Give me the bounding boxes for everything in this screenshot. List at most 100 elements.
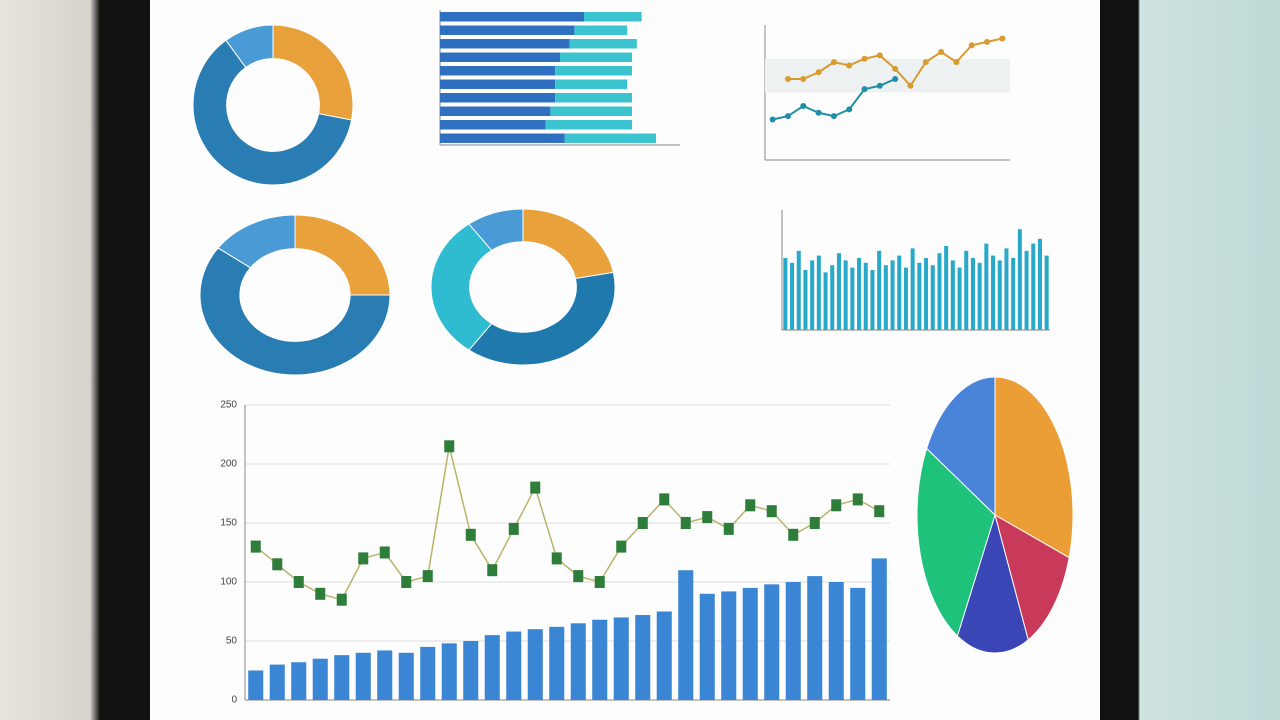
bar <box>803 270 808 330</box>
bar-segment <box>564 133 656 143</box>
slice <box>468 271 616 366</box>
bar <box>991 255 996 330</box>
point <box>830 113 837 120</box>
slice <box>916 447 996 637</box>
slice <box>294 214 391 296</box>
bar <box>877 250 882 330</box>
point <box>876 82 883 89</box>
bar <box>678 570 694 700</box>
bar <box>721 591 737 700</box>
bar <box>1044 255 1049 330</box>
marker <box>508 522 519 535</box>
point <box>984 38 991 45</box>
bar-segment <box>545 120 632 130</box>
bar-segment <box>440 120 546 130</box>
point <box>815 109 822 116</box>
slice <box>217 214 296 269</box>
bar-segment <box>555 66 632 76</box>
bar-segment <box>440 52 560 62</box>
bar-segment <box>440 12 584 22</box>
bar <box>937 253 942 330</box>
bar <box>790 262 795 330</box>
bar <box>930 265 935 330</box>
point <box>784 113 791 120</box>
bar-segment <box>555 79 628 89</box>
bar <box>944 246 949 330</box>
bar <box>355 652 371 700</box>
bar <box>823 272 828 330</box>
bar <box>796 250 801 330</box>
bar <box>850 267 855 330</box>
marker <box>444 440 455 453</box>
marker <box>831 499 842 512</box>
bar <box>903 267 908 330</box>
bar <box>291 662 307 700</box>
point <box>769 116 776 123</box>
marker <box>272 558 283 571</box>
bar-segment <box>440 106 551 116</box>
bar <box>890 260 895 330</box>
bar <box>1031 243 1036 330</box>
point <box>968 42 975 49</box>
marker <box>401 576 412 588</box>
point <box>876 52 883 59</box>
bar <box>964 250 969 330</box>
point <box>830 59 837 66</box>
bar <box>883 265 888 330</box>
point <box>861 86 868 93</box>
bar <box>850 587 866 700</box>
bar <box>506 631 522 700</box>
marker <box>573 570 584 583</box>
bar <box>897 255 902 330</box>
marker <box>530 481 541 494</box>
bar <box>398 652 414 700</box>
bar <box>950 260 955 330</box>
slice <box>522 208 614 280</box>
point <box>953 59 960 66</box>
marker <box>336 593 347 606</box>
marker <box>659 493 670 506</box>
slice <box>272 24 354 121</box>
marker <box>788 528 799 541</box>
marker <box>874 505 885 518</box>
bar <box>1011 258 1016 330</box>
marker <box>358 552 369 565</box>
marker <box>680 517 691 529</box>
bar <box>312 658 328 700</box>
bar-segment <box>440 93 556 103</box>
bar <box>1037 238 1042 330</box>
point <box>922 59 929 66</box>
bar <box>783 258 788 330</box>
bar-segment <box>440 25 575 35</box>
bar <box>635 615 651 700</box>
bar <box>984 243 989 330</box>
point <box>815 69 822 76</box>
bar <box>248 670 264 700</box>
bar <box>785 582 801 700</box>
slice <box>926 376 996 517</box>
bar <box>334 655 350 700</box>
slice <box>225 24 274 69</box>
bar <box>1024 250 1029 330</box>
y-tick-label: 100 <box>220 577 237 588</box>
y-tick-label: 50 <box>226 636 238 647</box>
point <box>861 55 868 62</box>
point <box>938 49 945 55</box>
marker <box>465 528 476 541</box>
bar-segment <box>574 25 628 35</box>
marker <box>702 511 713 524</box>
marker <box>745 499 756 512</box>
bar <box>810 260 815 330</box>
bar-segment <box>560 52 632 62</box>
bar <box>871 558 887 700</box>
bar <box>970 258 975 330</box>
bar-segment <box>440 39 570 49</box>
bar-segment <box>555 93 632 103</box>
bar <box>527 629 543 700</box>
bar <box>613 617 629 700</box>
point <box>846 62 853 69</box>
y-tick-label: 150 <box>220 518 237 529</box>
slice <box>192 39 353 186</box>
bar <box>441 643 457 700</box>
